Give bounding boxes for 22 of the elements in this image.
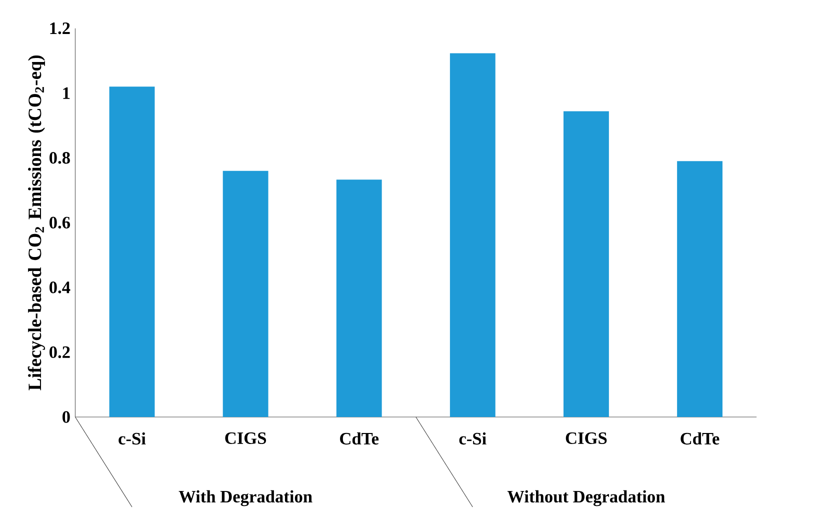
y-tick-label: 0 — [62, 411, 70, 424]
y-tick-label: 0.8 — [50, 152, 70, 164]
x-tick-label: c-Si — [459, 432, 486, 445]
bar — [450, 53, 496, 418]
x-tick-label: CIGS — [566, 432, 607, 444]
y-axis-title: Lifecycle-based CO$_{2}$ Emissions (tCO$_{2}$-eq) — [28, 56, 46, 390]
text: With Degradation — [178, 490, 312, 506]
bar — [677, 161, 722, 418]
x-tick-label: CdTe — [340, 432, 379, 445]
y-tick-label: 0.2 — [50, 346, 70, 358]
y-tick-label: 0.4 — [50, 282, 70, 294]
bar — [109, 86, 155, 418]
x-tick-label: c-Si — [118, 432, 146, 445]
x-tick-label: CdTe — [680, 432, 720, 445]
x-tick-label: CIGS — [225, 432, 266, 444]
bar — [222, 171, 268, 418]
bar — [336, 180, 382, 418]
y-tick-label: 1 — [63, 88, 70, 100]
y-tick-label: 1.2 — [50, 22, 70, 34]
bar — [564, 111, 609, 418]
text: Without Degradation — [507, 490, 665, 506]
y-tick-label: 0.6 — [50, 216, 70, 229]
